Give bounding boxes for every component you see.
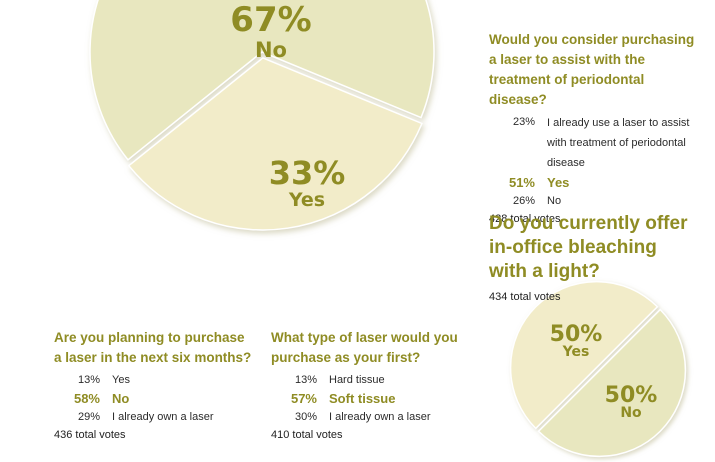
poll-answer: 23% I already use a laser to assist with… xyxy=(489,113,699,173)
answer-percent: 13% xyxy=(77,374,100,386)
answer-percent: 51% xyxy=(508,175,535,190)
poll-question: Are you planning to purchase a laser in … xyxy=(54,330,252,365)
poll-purchase-plan: Are you planning to purchase a laser in … xyxy=(54,328,254,444)
answer-text: I already own a laser xyxy=(112,411,214,423)
answer-percent: 57% xyxy=(290,391,317,406)
pie-slice-no-percent: 67% xyxy=(230,0,311,40)
poll-question: What type of laser would you purchase as… xyxy=(271,330,458,365)
answer-text: No xyxy=(547,195,562,207)
pie-slice-yes-percent: 33% xyxy=(269,154,346,192)
pie-slice-yes-label: Yes xyxy=(288,189,325,211)
pie-slice-yes xyxy=(127,57,423,231)
poll-answer-winner: 51% Yes xyxy=(489,173,699,192)
answer-percent: 29% xyxy=(77,411,100,423)
answer-percent: 30% xyxy=(294,411,317,423)
poll-answer: 26% No xyxy=(489,192,699,210)
poll-periodontal: Would you consider purchasing a laser to… xyxy=(489,30,699,228)
poll-answer: 30% I already own a laser xyxy=(271,408,461,426)
answer-text: Yes xyxy=(547,175,570,190)
answer-text: Yes xyxy=(112,374,130,386)
answer-text: Soft tissue xyxy=(329,391,396,406)
bleach-slice-yes-label: Yes xyxy=(562,344,590,360)
poll-answer: 29% I already own a laser xyxy=(54,408,254,426)
poll-answer-winner: 58% No xyxy=(54,389,254,408)
poll-total-votes: 434 total votes xyxy=(489,291,561,303)
poll-bleaching: Do you currently offer in-office bleachi… xyxy=(489,212,699,306)
poll-question: Do you currently offer in-office bleachi… xyxy=(489,213,688,282)
bleach-slice-yes xyxy=(510,281,659,430)
poll-laser-type: What type of laser would you purchase as… xyxy=(271,328,461,444)
answer-percent: 26% xyxy=(512,195,535,207)
answer-percent: 23% xyxy=(512,116,535,128)
poll-total-votes: 428 total votes xyxy=(489,213,561,225)
bleach-slice-yes-percent: 50% xyxy=(550,322,603,347)
bleach-slice-no-percent: 50% xyxy=(605,383,658,408)
poll-total-votes: 436 total votes xyxy=(54,429,126,441)
pie-slice-no-label: No xyxy=(255,38,287,62)
answer-percent: 58% xyxy=(73,391,100,406)
poll-answer-winner: 57% Soft tissue xyxy=(271,389,461,408)
answer-text: I already use a laser to assist with tre… xyxy=(547,117,690,169)
answer-percent: 13% xyxy=(294,374,317,386)
pie-slice-no xyxy=(89,0,435,161)
poll-answer: 13% Hard tissue xyxy=(271,371,461,389)
bleach-slice-no xyxy=(537,308,686,457)
bleach-slice-no-label: No xyxy=(620,405,642,421)
answer-text: No xyxy=(112,391,130,406)
poll-total-votes: 410 total votes xyxy=(271,429,343,441)
answer-text: Hard tissue xyxy=(329,374,385,386)
answer-text: I already own a laser xyxy=(329,411,431,423)
poll-answer: 13% Yes xyxy=(54,371,254,389)
poll-question: Would you consider purchasing a laser to… xyxy=(489,32,695,107)
